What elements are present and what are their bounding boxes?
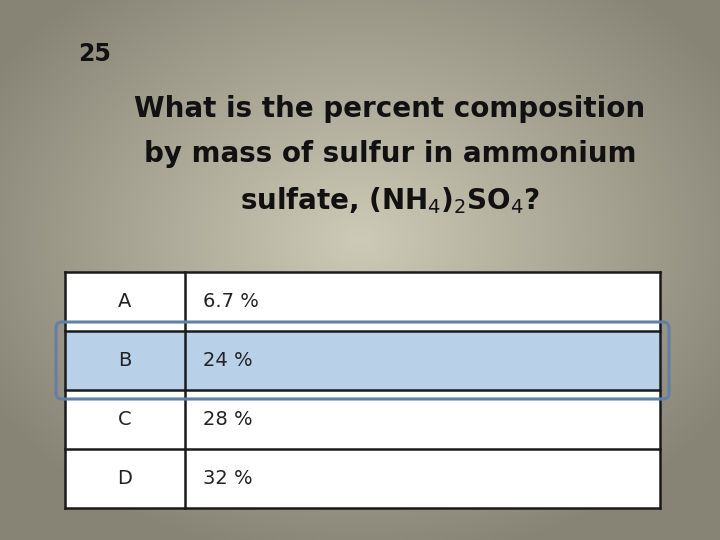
Bar [65,272,185,331]
Text: by mass of sulfur in ammonium: by mass of sulfur in ammonium [144,140,636,168]
Text: sulfate, (NH$_4$)$_2$SO$_4$?: sulfate, (NH$_4$)$_2$SO$_4$? [240,185,540,216]
Bar [65,390,185,449]
Bar [65,449,185,508]
Text: 28 %: 28 % [203,410,253,429]
Text: What is the percent composition: What is the percent composition [135,95,646,123]
Bar [185,272,660,331]
Text: 6.7 %: 6.7 % [203,292,259,311]
Text: A: A [118,292,132,311]
Text: 24 %: 24 % [203,351,253,370]
Text: B: B [118,351,132,370]
Text: 25: 25 [78,42,111,66]
Bar [185,449,660,508]
Text: D: D [117,469,132,488]
Text: 32 %: 32 % [203,469,253,488]
Bar [65,331,185,390]
Bar [185,331,660,390]
Text: C: C [118,410,132,429]
Bar [185,390,660,449]
